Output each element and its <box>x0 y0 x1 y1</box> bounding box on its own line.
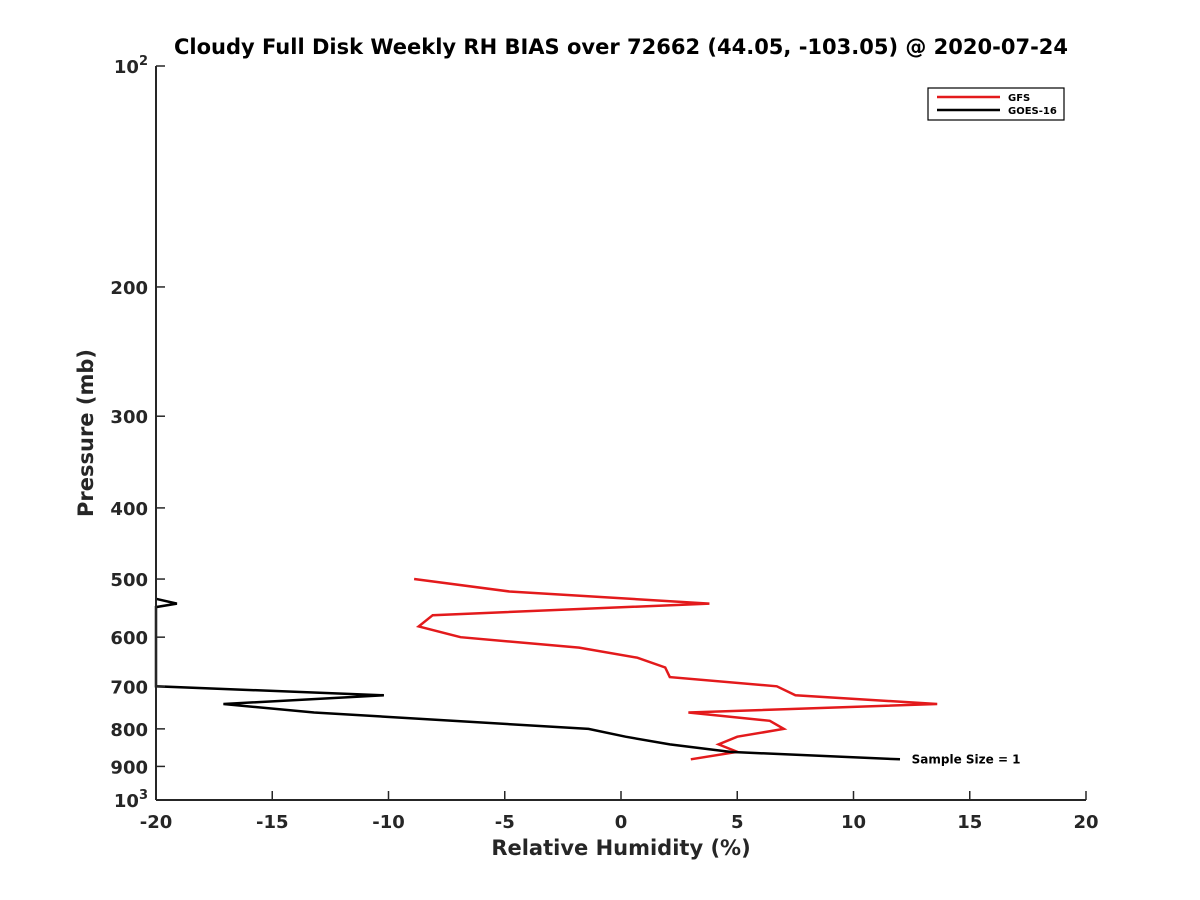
y-axis-label: Pressure (mb) <box>74 349 98 517</box>
x-tick-label: 10 <box>841 812 866 833</box>
y-tick-label: 900 <box>110 757 148 778</box>
y-axis-ticks: 102 200 300 400 500 600 700 800 900 103 <box>110 54 165 812</box>
x-tick-label: -10 <box>372 812 405 833</box>
x-tick-label: -5 <box>495 812 515 833</box>
plot-area <box>154 577 938 761</box>
y-tick-label: 103 <box>114 788 148 812</box>
x-axis-label: Relative Humidity (%) <box>491 836 750 860</box>
y-tick-label: 102 <box>114 54 148 78</box>
y-tick-label: 300 <box>110 407 148 428</box>
sample-size-annotation: Sample Size = 1 <box>912 752 1021 766</box>
legend-label-goes16: GOES-16 <box>1008 106 1057 117</box>
x-tick-label: 15 <box>957 812 982 833</box>
y-tick-label: 500 <box>110 570 148 591</box>
series-line-goes-16 <box>154 597 901 761</box>
y-tick-label: 700 <box>110 677 148 698</box>
x-tick-label: -15 <box>256 812 289 833</box>
series-line-gfs <box>413 577 938 761</box>
legend-label-gfs: GFS <box>1008 93 1030 104</box>
x-tick-label: 0 <box>615 812 628 833</box>
annotations: Sample Size = 1 <box>912 752 1021 766</box>
y-tick-label: 200 <box>110 278 148 299</box>
legend-box <box>927 87 1065 121</box>
x-tick-label: 20 <box>1073 812 1098 833</box>
chart-title: Cloudy Full Disk Weekly RH BIAS over 726… <box>174 35 1068 59</box>
y-tick-label: 600 <box>110 628 148 649</box>
x-tick-label: 5 <box>731 812 744 833</box>
x-axis-ticks: -20 -15 -10 -5 0 5 10 15 20 <box>140 791 1099 833</box>
y-tick-label: 400 <box>110 499 148 520</box>
legend: GFS GOES-16 <box>927 87 1065 121</box>
x-tick-label: -20 <box>140 812 173 833</box>
y-tick-label: 800 <box>110 720 148 741</box>
